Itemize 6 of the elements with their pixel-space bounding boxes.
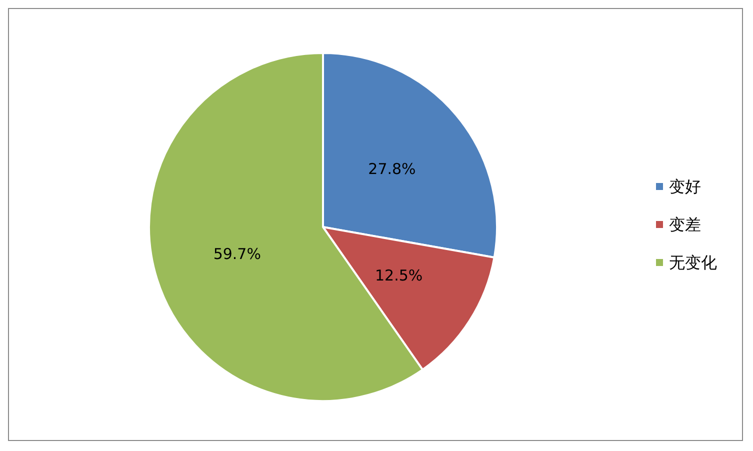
legend-label: 变差 — [669, 215, 701, 234]
data-label: 27.8% — [368, 160, 416, 178]
data-label: 59.7% — [213, 245, 261, 264]
legend-label: 无变化 — [669, 253, 717, 272]
legend-label: 变好 — [669, 177, 701, 196]
data-label: 12.5% — [375, 266, 423, 284]
